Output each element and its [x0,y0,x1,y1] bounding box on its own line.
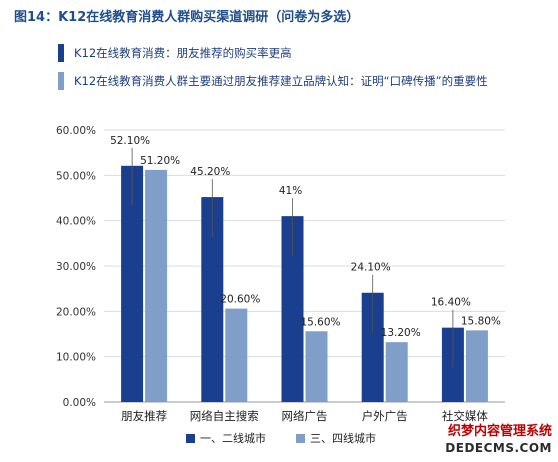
data-label: 45.20% [190,166,230,178]
x-tick-label: 户外广告 [362,409,408,423]
bar [385,342,408,402]
data-label: 13.20% [381,327,421,339]
data-label: 41% [279,185,302,197]
data-label: 24.10% [351,262,391,274]
bar [121,165,144,402]
x-tick-label: 社交媒体 [442,409,488,423]
y-tick-label: 60.00% [56,125,96,137]
bar [225,308,248,402]
bar [201,197,224,402]
data-label: 51.20% [140,155,180,167]
legend-label: 三、四线城市 [310,431,376,445]
y-tick-label: 20.00% [56,306,96,318]
bullet-point-2: K12在线教育消费人群主要通过朋友推荐建立品牌认知：证明“口碑传播”的重要性 [58,72,488,90]
legend-swatch [186,434,195,443]
data-label: 15.60% [300,316,340,328]
bar [465,330,488,402]
legend-label: 一、二线城市 [200,431,266,445]
data-label: 15.80% [461,315,501,327]
data-label: 20.60% [220,294,260,306]
y-tick-label: 30.00% [56,261,96,273]
bar [281,216,304,402]
chart-title: 图14：K12在线教育消费人群购买渠道调研（问卷为多选） [14,10,360,25]
y-tick-label: 40.00% [56,216,96,228]
watermark-line-2: DEDECMS.COM [445,441,552,455]
data-label: 16.40% [431,297,471,309]
data-label: 52.10% [110,135,150,147]
watermark: 织梦内容管理系统 DEDECMS.COM [445,424,552,456]
bar [305,331,328,402]
bar [145,169,168,402]
x-tick-label: 朋友推荐 [121,409,167,423]
y-tick-label: 50.00% [56,170,96,182]
bar [361,292,384,402]
bullet-point-1: K12在线教育消费：朋友推荐的购买率更高 [58,44,292,62]
watermark-line-1: 织梦内容管理系统 [447,424,552,439]
y-tick-label: 0.00% [63,397,96,409]
x-tick-label: 网络自主搜索 [190,409,259,423]
legend-swatch [296,434,305,443]
x-tick-label: 网络广告 [282,409,328,423]
y-tick-label: 10.00% [56,352,96,364]
